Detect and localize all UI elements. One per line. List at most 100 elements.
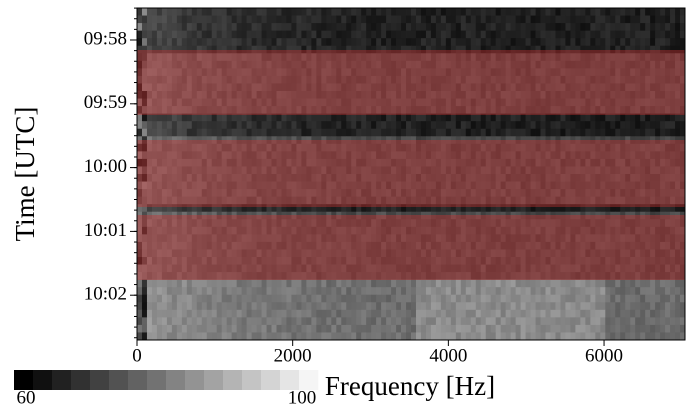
spectrogram-cell xyxy=(162,121,167,129)
spectrogram-cell xyxy=(227,332,232,340)
spectrogram-cell xyxy=(247,23,252,31)
spectrogram-cell xyxy=(242,16,247,24)
spectrogram-cell xyxy=(142,310,147,318)
spectrogram-cell xyxy=(501,38,506,46)
spectrogram-cell xyxy=(306,310,311,318)
spectrogram-cell xyxy=(436,31,441,39)
spectrogram-cell xyxy=(252,280,257,288)
spectrogram-cell xyxy=(605,332,610,340)
spectrogram-cell xyxy=(600,8,605,16)
spectrogram-cell xyxy=(391,23,396,31)
highlight-band xyxy=(137,215,685,280)
spectrogram-cell xyxy=(207,295,212,303)
spectrogram-cell xyxy=(237,302,242,310)
spectrogram-cell xyxy=(476,121,481,129)
spectrogram-cell xyxy=(441,121,446,129)
spectrogram-cell xyxy=(301,317,306,325)
spectrogram-cell xyxy=(371,280,376,288)
spectrogram-cell xyxy=(396,31,401,39)
spectrogram-cell xyxy=(276,129,281,137)
spectrogram-cell xyxy=(635,129,640,137)
spectrogram-cell xyxy=(242,295,247,303)
spectrogram-cell xyxy=(575,129,580,137)
spectrogram-cell xyxy=(257,332,262,340)
spectrogram-cell xyxy=(356,332,361,340)
spectrogram-cell xyxy=(536,121,541,129)
spectrogram-cell xyxy=(147,332,152,340)
spectrogram-cell xyxy=(645,325,650,333)
spectrogram-cell xyxy=(451,295,456,303)
spectrogram-cell xyxy=(152,310,157,318)
spectrogram-cell xyxy=(660,317,665,325)
spectrogram-cell xyxy=(326,317,331,325)
spectrogram-cell xyxy=(486,16,491,24)
spectrogram-cell xyxy=(565,287,570,295)
spectrogram-cell xyxy=(546,31,551,39)
spectrogram-cell xyxy=(416,287,421,295)
spectrogram-cell xyxy=(371,302,376,310)
spectrogram-cell xyxy=(476,310,481,318)
spectrogram-cell xyxy=(232,317,237,325)
spectrogram-cell xyxy=(316,280,321,288)
spectrogram-cell xyxy=(645,310,650,318)
spectrogram-cell xyxy=(406,31,411,39)
spectrogram-cell xyxy=(262,38,267,46)
spectrogram-cell xyxy=(291,38,296,46)
spectrogram-cell xyxy=(172,280,177,288)
spectrogram-cell xyxy=(281,295,286,303)
spectrogram-cell xyxy=(301,23,306,31)
spectrogram-cell xyxy=(197,325,202,333)
spectrogram-cell xyxy=(466,295,471,303)
spectrogram-cell xyxy=(675,121,680,129)
spectrogram-cell xyxy=(177,332,182,340)
spectrogram-cell xyxy=(610,302,615,310)
spectrogram-cell xyxy=(570,121,575,129)
spectrogram-cell xyxy=(232,302,237,310)
spectrogram-cell xyxy=(351,325,356,333)
spectrogram-cell xyxy=(441,16,446,24)
spectrogram-cell xyxy=(550,23,555,31)
spectrogram-cell xyxy=(361,287,366,295)
spectrogram-cell xyxy=(187,38,192,46)
spectrogram-cell xyxy=(142,31,147,39)
spectrogram-cell xyxy=(401,23,406,31)
spectrogram-cell xyxy=(296,325,301,333)
spectrogram-cell xyxy=(331,129,336,137)
spectrogram-cell xyxy=(202,332,207,340)
spectrogram-cell xyxy=(620,280,625,288)
spectrogram-cell xyxy=(197,8,202,16)
spectrogram-cell xyxy=(157,325,162,333)
spectrogram-cell xyxy=(217,38,222,46)
spectrogram-cell xyxy=(481,302,486,310)
spectrogram-cell xyxy=(476,8,481,16)
spectrogram-cell xyxy=(197,310,202,318)
spectrogram-cell xyxy=(147,302,152,310)
spectrogram-cell xyxy=(217,295,222,303)
spectrogram-cell xyxy=(650,129,655,137)
spectrogram-cell xyxy=(550,8,555,16)
spectrogram-cell xyxy=(541,23,546,31)
spectrogram-cell xyxy=(192,295,197,303)
spectrogram-cell xyxy=(486,302,491,310)
spectrogram-cell xyxy=(501,287,506,295)
spectrogram-cell xyxy=(321,287,326,295)
spectrogram-cell xyxy=(172,287,177,295)
spectrogram-cell xyxy=(411,287,416,295)
spectrogram-cell xyxy=(426,310,431,318)
spectrogram-cell xyxy=(192,302,197,310)
spectrogram-cell xyxy=(202,295,207,303)
spectrogram-cell xyxy=(331,295,336,303)
spectrogram-cell xyxy=(137,16,142,24)
spectrogram-cell xyxy=(291,287,296,295)
spectrogram-cell xyxy=(526,295,531,303)
spectrogram-cell xyxy=(212,332,217,340)
spectrogram-cell xyxy=(232,23,237,31)
spectrogram-cell xyxy=(306,38,311,46)
spectrogram-cell xyxy=(635,317,640,325)
spectrogram-cell xyxy=(336,280,341,288)
spectrogram-cell xyxy=(665,16,670,24)
spectrogram-cell xyxy=(321,317,326,325)
spectrogram-cell xyxy=(356,325,361,333)
spectrogram-cell xyxy=(252,325,257,333)
spectrogram-cell xyxy=(212,8,217,16)
